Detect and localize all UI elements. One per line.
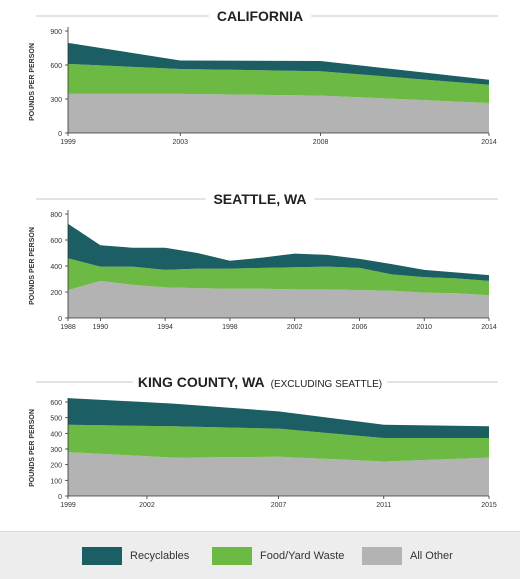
x-tick-label: 1999 (60, 502, 76, 509)
x-tick-label: 2002 (139, 502, 155, 509)
x-tick-label: 2002 (287, 324, 303, 331)
charts-canvas: CALIFORNIA 0 300 600 900 1999 2003 2008 2014 POUN… (29, 8, 498, 509)
area-series-food-yard-waste (68, 258, 489, 296)
chart-title-main: KING COUNTY, WA (138, 374, 265, 390)
legend-label-recyclables: Recyclables (130, 550, 190, 562)
legend-swatch-recyclables (82, 547, 122, 565)
chart-title: CALIFORNIA (217, 8, 303, 24)
chart-title-main: CALIFORNIA (217, 8, 303, 24)
y-tick-label: 600 (50, 400, 62, 407)
x-tick-label: 1990 (93, 324, 109, 331)
y-tick-label: 400 (50, 264, 62, 271)
x-tick-label: 2015 (481, 502, 497, 509)
x-tick-label: 2011 (376, 502, 391, 509)
area-series-recyclables (68, 42, 489, 85)
legend-label-food-yard: Food/Yard Waste (260, 550, 345, 562)
area-series-recyclables (68, 223, 489, 281)
area-series-food-yard-waste (68, 424, 489, 462)
x-tick-label: 1994 (157, 324, 173, 331)
x-tick-label: 2007 (271, 502, 287, 509)
x-tick-label: 2010 (416, 324, 432, 331)
y-tick-label: 300 (50, 97, 62, 104)
y-axis-label: POUNDS PER PERSON (29, 227, 36, 305)
legend-item-food-yard: Food/Yard Waste (212, 547, 344, 565)
y-tick-label: 0 (58, 131, 62, 138)
chart-california: CALIFORNIA 0 300 600 900 1999 2003 2008 2014 POUN… (29, 8, 498, 146)
y-tick-label: 400 (50, 431, 62, 438)
x-tick-label: 1998 (222, 324, 238, 331)
y-axis-label: POUNDS PER PERSON (29, 43, 36, 121)
y-tick-label: 500 (50, 416, 62, 423)
y-tick-label: 600 (50, 63, 62, 70)
y-tick-label: 200 (50, 290, 62, 297)
chart-king-county-wa: KING COUNTY, WA (EXCLUDING SEATTLE) 0 100 20… (29, 374, 498, 509)
y-tick-label: 300 (50, 447, 62, 454)
chart-title-main: SEATTLE, WA (213, 191, 306, 207)
area-series-food-yard-waste (68, 63, 489, 103)
x-tick-label: 1999 (60, 139, 76, 146)
area-series-all-other (68, 452, 489, 496)
x-tick-label: 2008 (313, 139, 329, 146)
x-tick-label: 2014 (481, 324, 497, 331)
area-series-all-other (68, 280, 489, 318)
y-tick-label: 0 (58, 494, 62, 501)
area-series-recyclables (68, 398, 489, 438)
legend-item-all-other: All Other (362, 547, 453, 565)
area-series-all-other (68, 93, 489, 133)
legend-swatch-food-yard (212, 547, 252, 565)
legend-label-all-other: All Other (410, 550, 453, 562)
y-tick-label: 100 (50, 478, 62, 485)
y-tick-label: 900 (50, 29, 62, 36)
x-tick-label: 2014 (481, 139, 497, 146)
chart-seattle-wa: SEATTLE, WA 0 200 400 600 800 1988 1990 1994 1998… (29, 191, 498, 331)
y-tick-label: 0 (58, 316, 62, 323)
legend-item-recyclables: Recyclables (82, 547, 189, 565)
y-tick-label: 600 (50, 238, 62, 245)
chart-title: KING COUNTY, WA (EXCLUDING SEATTLE) (138, 374, 382, 390)
y-axis-label: POUNDS PER PERSON (29, 409, 36, 487)
x-tick-label: 1988 (60, 324, 76, 331)
y-tick-label: 200 (50, 463, 62, 470)
x-tick-label: 2003 (172, 139, 188, 146)
x-tick-label: 2006 (352, 324, 368, 331)
legend-swatch-all-other (362, 547, 402, 565)
legend-bar: Recyclables Food/Yard Waste All Other (0, 531, 520, 579)
y-tick-label: 800 (50, 212, 62, 219)
chart-title: SEATTLE, WA (213, 191, 306, 207)
chart-title-suffix: (EXCLUDING SEATTLE) (271, 379, 383, 390)
